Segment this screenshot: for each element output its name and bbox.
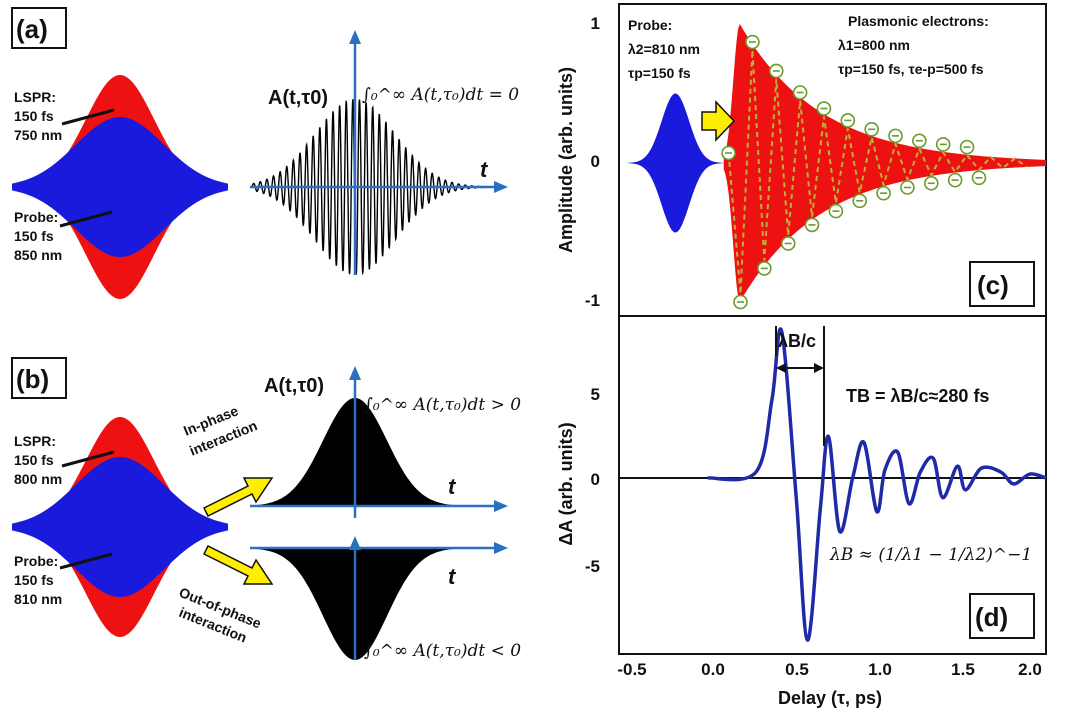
panel-c-label: (c)	[977, 270, 1009, 300]
lspr-label-a: LSPR:	[14, 89, 56, 105]
ytick-d-neg5: -5	[585, 557, 600, 576]
t-axis-arrowhead-a	[494, 181, 508, 193]
ytick-c-1: 1	[591, 14, 600, 33]
in-phase-arrow	[202, 477, 274, 518]
in-phase-signal	[252, 398, 492, 506]
amplitude-label-b: A(t,τ0)	[264, 375, 324, 397]
ylabel-c: Amplitude (arb. units)	[556, 67, 576, 253]
xtick-1.5: 1.5	[951, 660, 975, 679]
x-axis-ticks: -0.5 0.0 0.5 1.0 1.5 2.0	[617, 660, 1041, 679]
panel-d-label-box	[969, 593, 1035, 639]
lspr-duration-a: 150 fs	[14, 108, 54, 124]
panel-c-label-box	[969, 261, 1035, 307]
panel-a-label-box	[11, 7, 67, 49]
probe-wavelength-a: 850 nm	[14, 247, 62, 263]
plasmonic-oscillation-c	[727, 49, 1028, 295]
xlabel: Delay (τ, ps)	[778, 688, 882, 708]
panel-c: Probe: λ2=810 nm τp=150 fs Plasmonic ele…	[556, 3, 1047, 317]
probe-pointer-a	[59, 210, 113, 228]
probe-duration-b: 150 fs	[14, 572, 54, 588]
panel-a-label: (a)	[16, 14, 48, 44]
lspr-pointer-b	[61, 450, 115, 468]
probe-pulse-envelope-b	[12, 457, 228, 597]
delta-a-curve	[707, 327, 1047, 642]
probe-pulse-envelope-a	[12, 117, 228, 257]
probe-duration-a: 150 fs	[14, 228, 54, 244]
ytick-c-neg1: -1	[585, 291, 600, 310]
ytick-c-0: 0	[591, 152, 600, 171]
probe-label-b: Probe:	[14, 553, 58, 569]
electron-markers	[721, 34, 987, 310]
lspr-wavelength-a: 750 nm	[14, 127, 62, 143]
plasmonic-label-c: Plasmonic electrons:	[848, 13, 989, 29]
t-label-a: t	[480, 157, 489, 182]
xtick-2.0: 2.0	[1018, 660, 1042, 679]
probe-pulse-c	[627, 93, 724, 233]
lambda-span-arrowhead-left	[776, 363, 786, 373]
xtick-neg0.5: -0.5	[617, 660, 646, 679]
amplitude-label-a: A(t,τ0)	[268, 87, 328, 109]
lambda-span-arrowhead-right	[814, 363, 824, 373]
tb-annotation: TB = λB/c≈280 fs	[846, 386, 989, 406]
lambda-b-over-c: λB/c	[778, 331, 816, 351]
excitation-arrow-c	[701, 100, 736, 142]
xtick-0.0: 0.0	[701, 660, 725, 679]
y-axis-arrowhead-b-lower	[349, 536, 361, 550]
t-label-b-lower: t	[448, 564, 457, 589]
y-axis-arrowhead-a	[349, 30, 361, 44]
y-axis-arrowhead-b-upper	[349, 366, 361, 380]
beat-signal-a	[251, 99, 493, 276]
probe-wavelength-c: λ2=810 nm	[628, 41, 700, 57]
plasmonic-times-c: τp=150 fs, τe-p=500 fs	[838, 61, 984, 77]
probe-pointer-b	[59, 552, 113, 570]
xtick-0.5: 0.5	[785, 660, 809, 679]
t-axis-arrowhead-b-upper	[494, 500, 508, 512]
probe-label-a: Probe:	[14, 209, 58, 225]
panel-b: (b) LSPR: 150 fs 800 nm Probe: 150 fs 81…	[11, 357, 521, 661]
out-of-phase-arrow	[202, 544, 274, 585]
integral-positive: ∫₀^∞ A(t,τ₀)dt > 0	[364, 395, 521, 415]
lspr-duration-b: 150 fs	[14, 452, 54, 468]
ytick-d-5: 5	[591, 385, 600, 404]
out-of-phase-signal	[252, 548, 492, 660]
integral-negative: ∫₀^∞ A(t,τ₀)dt < 0	[364, 641, 521, 661]
panel-a: (a) LSPR: 150 fs 750 nm Probe: 150 fs 85…	[11, 7, 519, 299]
lambda-b-formula: λB ≈ (1/λ1 − 1/λ2)^−1	[829, 545, 1032, 565]
t-axis-arrowhead-b-lower	[494, 542, 508, 554]
ylabel-d: ΔA (arb. units)	[556, 422, 576, 545]
plasmonic-wavelength-c: λ1=800 nm	[838, 37, 910, 53]
probe-duration-c: τp=150 fs	[628, 65, 691, 81]
lspr-wavelength-b: 800 nm	[14, 471, 62, 487]
probe-label-c: Probe:	[628, 17, 672, 33]
panel-d-label: (d)	[975, 602, 1008, 632]
panel-b-label-box	[11, 357, 67, 399]
lspr-pointer-a	[61, 108, 115, 126]
probe-wavelength-b: 810 nm	[14, 591, 62, 607]
t-label-b-upper: t	[448, 474, 457, 499]
plasmonic-envelope-c	[723, 24, 1046, 302]
panel-b-label: (b)	[16, 364, 49, 394]
lspr-label-b: LSPR:	[14, 433, 56, 449]
panel-d: λB/c TB = λB/c≈280 fs λB ≈ (1/λ1 − 1/λ2)…	[556, 315, 1047, 708]
integral-zero-a: ∫₀^∞ A(t,τ₀)dt = 0	[362, 85, 519, 105]
xtick-1.0: 1.0	[868, 660, 892, 679]
ytick-d-0: 0	[591, 470, 600, 489]
